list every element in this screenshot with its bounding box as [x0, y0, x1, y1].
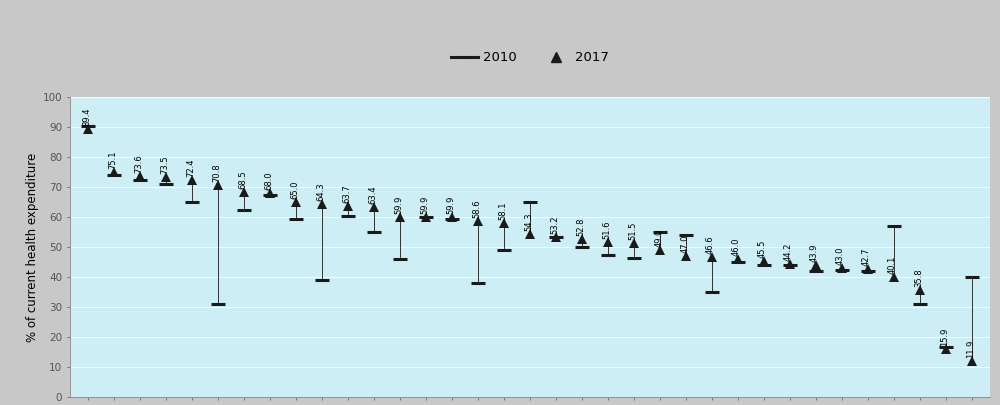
Text: 43.9: 43.9: [810, 244, 819, 262]
Text: 72.4: 72.4: [186, 158, 195, 177]
Text: 63.4: 63.4: [368, 185, 377, 204]
Text: 70.8: 70.8: [212, 163, 221, 182]
Text: 64.3: 64.3: [316, 183, 325, 201]
Text: 44.2: 44.2: [784, 243, 793, 262]
Text: 49.0: 49.0: [654, 229, 663, 247]
Text: 35.8: 35.8: [914, 268, 923, 287]
Text: 42.7: 42.7: [862, 247, 871, 266]
Text: 59.9: 59.9: [420, 196, 429, 214]
Text: 59.9: 59.9: [394, 196, 403, 214]
Text: 65.0: 65.0: [290, 181, 299, 199]
Text: 46.6: 46.6: [706, 236, 715, 254]
Text: 51.6: 51.6: [602, 221, 611, 239]
Text: 68.0: 68.0: [264, 171, 273, 190]
Text: 75.1: 75.1: [108, 150, 117, 169]
Text: 63.7: 63.7: [342, 184, 351, 203]
Text: 73.6: 73.6: [134, 155, 143, 173]
Legend: 2010, 2017: 2010, 2017: [451, 51, 609, 64]
Text: 52.8: 52.8: [576, 217, 585, 236]
Text: 45.5: 45.5: [758, 239, 767, 258]
Text: 58.1: 58.1: [498, 201, 507, 220]
Text: 40.1: 40.1: [888, 255, 897, 274]
Text: 58.6: 58.6: [472, 200, 481, 218]
Y-axis label: % of current health expenditure: % of current health expenditure: [26, 152, 39, 342]
Text: 46.0: 46.0: [732, 238, 741, 256]
Text: 15.9: 15.9: [940, 328, 949, 346]
Text: 43.0: 43.0: [836, 247, 845, 265]
Text: 68.5: 68.5: [238, 170, 247, 189]
Text: 73.5: 73.5: [160, 155, 169, 174]
Text: 89.4: 89.4: [82, 107, 91, 126]
Text: 59.9: 59.9: [446, 196, 455, 214]
Text: 53.2: 53.2: [550, 216, 559, 234]
Text: 47.0: 47.0: [680, 234, 689, 253]
Text: 11.9: 11.9: [966, 340, 975, 358]
Text: 54.3: 54.3: [524, 213, 533, 231]
Text: 51.5: 51.5: [628, 221, 637, 240]
